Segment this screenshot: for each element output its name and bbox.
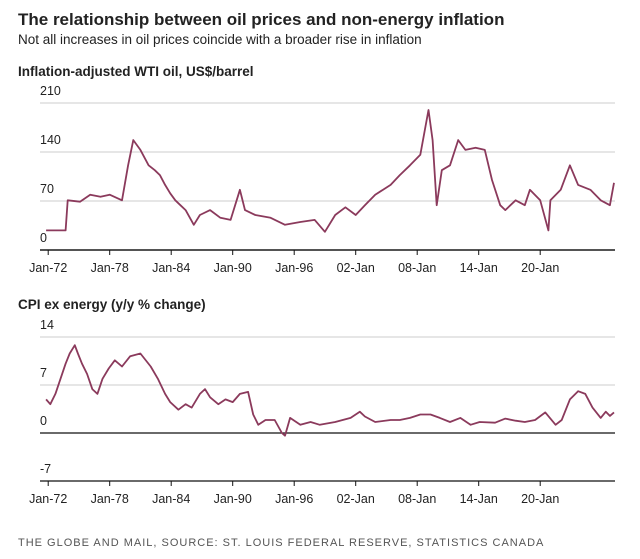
source: THE GLOBE AND MAIL, SOURCE: ST. LOUIS FE… [18,537,544,549]
x-tick-label: 14-Jan [460,261,498,275]
x-tick-label: 08-Jan [398,261,436,275]
x-tick-label: Jan-84 [152,261,190,275]
x-tick-label: Jan-78 [91,492,129,506]
subtitle: Not all increases in oil prices coincide… [18,32,422,47]
panel-title: CPI ex energy (y/y % change) [18,297,206,312]
x-tick-label: Jan-84 [152,492,190,506]
x-tick-label: Jan-72 [29,492,67,506]
y-tick-label: 0 [40,231,47,245]
y-tick-label: 0 [40,414,47,428]
x-tick-label: Jan-90 [214,492,252,506]
x-tick-label: 20-Jan [521,492,559,506]
y-tick-label: 70 [40,182,54,196]
x-tick-label: Jan-78 [91,261,129,275]
x-tick-label: Jan-72 [29,261,67,275]
y-tick-label: -7 [40,462,51,476]
x-tick-label: 14-Jan [460,492,498,506]
title: The relationship between oil prices and … [18,10,504,29]
y-tick-label: 140 [40,133,61,147]
panel-title: Inflation-adjusted WTI oil, US$/barrel [18,64,254,79]
x-tick-label: 20-Jan [521,261,559,275]
data-line [45,344,615,437]
x-tick-label: 02-Jan [337,492,375,506]
x-tick-label: 08-Jan [398,492,436,506]
y-tick-label: 7 [40,366,47,380]
y-tick-label: 14 [40,318,54,332]
y-tick-label: 210 [40,84,61,98]
x-tick-label: Jan-96 [275,492,313,506]
data-line [46,109,615,233]
x-tick-label: Jan-96 [275,261,313,275]
x-tick-label: Jan-90 [214,261,252,275]
x-tick-label: 02-Jan [337,261,375,275]
